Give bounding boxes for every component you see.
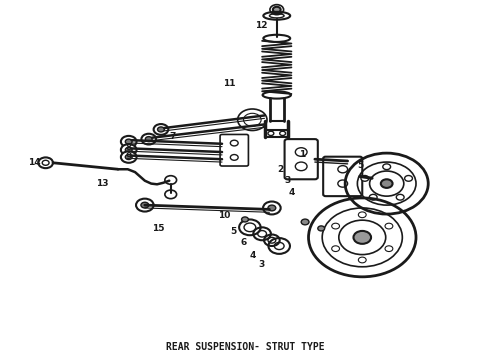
Circle shape (332, 223, 340, 229)
Circle shape (358, 212, 366, 218)
Circle shape (142, 134, 156, 144)
Circle shape (381, 179, 392, 188)
Circle shape (125, 139, 132, 144)
Circle shape (141, 202, 149, 208)
Circle shape (353, 231, 371, 244)
Text: 7: 7 (169, 132, 175, 141)
Circle shape (230, 140, 238, 146)
Text: 14: 14 (27, 158, 40, 167)
Text: 3: 3 (259, 260, 265, 269)
Circle shape (396, 194, 404, 200)
Text: 10: 10 (218, 211, 230, 220)
Circle shape (263, 202, 281, 215)
Circle shape (318, 226, 325, 231)
Circle shape (125, 147, 132, 152)
Text: REAR SUSPENSION- STRUT TYPE: REAR SUSPENSION- STRUT TYPE (166, 342, 324, 352)
Text: 13: 13 (96, 179, 108, 188)
Text: 2: 2 (277, 165, 283, 174)
Circle shape (273, 7, 281, 13)
Text: 1: 1 (299, 150, 305, 159)
Text: 3: 3 (284, 176, 291, 185)
Text: 5: 5 (357, 161, 364, 170)
Circle shape (405, 176, 413, 181)
Circle shape (165, 190, 176, 199)
Circle shape (369, 194, 377, 200)
Circle shape (385, 246, 393, 252)
Circle shape (38, 157, 53, 168)
Text: 5: 5 (230, 228, 237, 237)
Circle shape (125, 154, 132, 159)
Circle shape (301, 219, 309, 225)
Circle shape (268, 205, 276, 211)
Text: 15: 15 (152, 224, 165, 233)
Circle shape (136, 199, 154, 212)
Text: 8: 8 (125, 143, 131, 152)
Circle shape (361, 176, 369, 181)
Circle shape (121, 136, 137, 147)
Text: 11: 11 (223, 79, 236, 88)
Circle shape (358, 257, 366, 263)
Text: 12: 12 (255, 21, 267, 30)
Circle shape (332, 246, 340, 252)
Circle shape (146, 136, 152, 141)
Circle shape (242, 217, 248, 222)
Text: 4: 4 (250, 251, 256, 260)
Circle shape (154, 124, 168, 135)
Circle shape (230, 154, 238, 160)
Text: 4: 4 (289, 188, 295, 197)
Circle shape (121, 151, 137, 163)
Circle shape (121, 144, 137, 156)
Text: 6: 6 (240, 238, 246, 247)
Text: 9: 9 (125, 152, 132, 161)
Circle shape (385, 223, 393, 229)
Circle shape (383, 164, 391, 170)
Circle shape (165, 176, 176, 184)
Circle shape (158, 127, 164, 132)
